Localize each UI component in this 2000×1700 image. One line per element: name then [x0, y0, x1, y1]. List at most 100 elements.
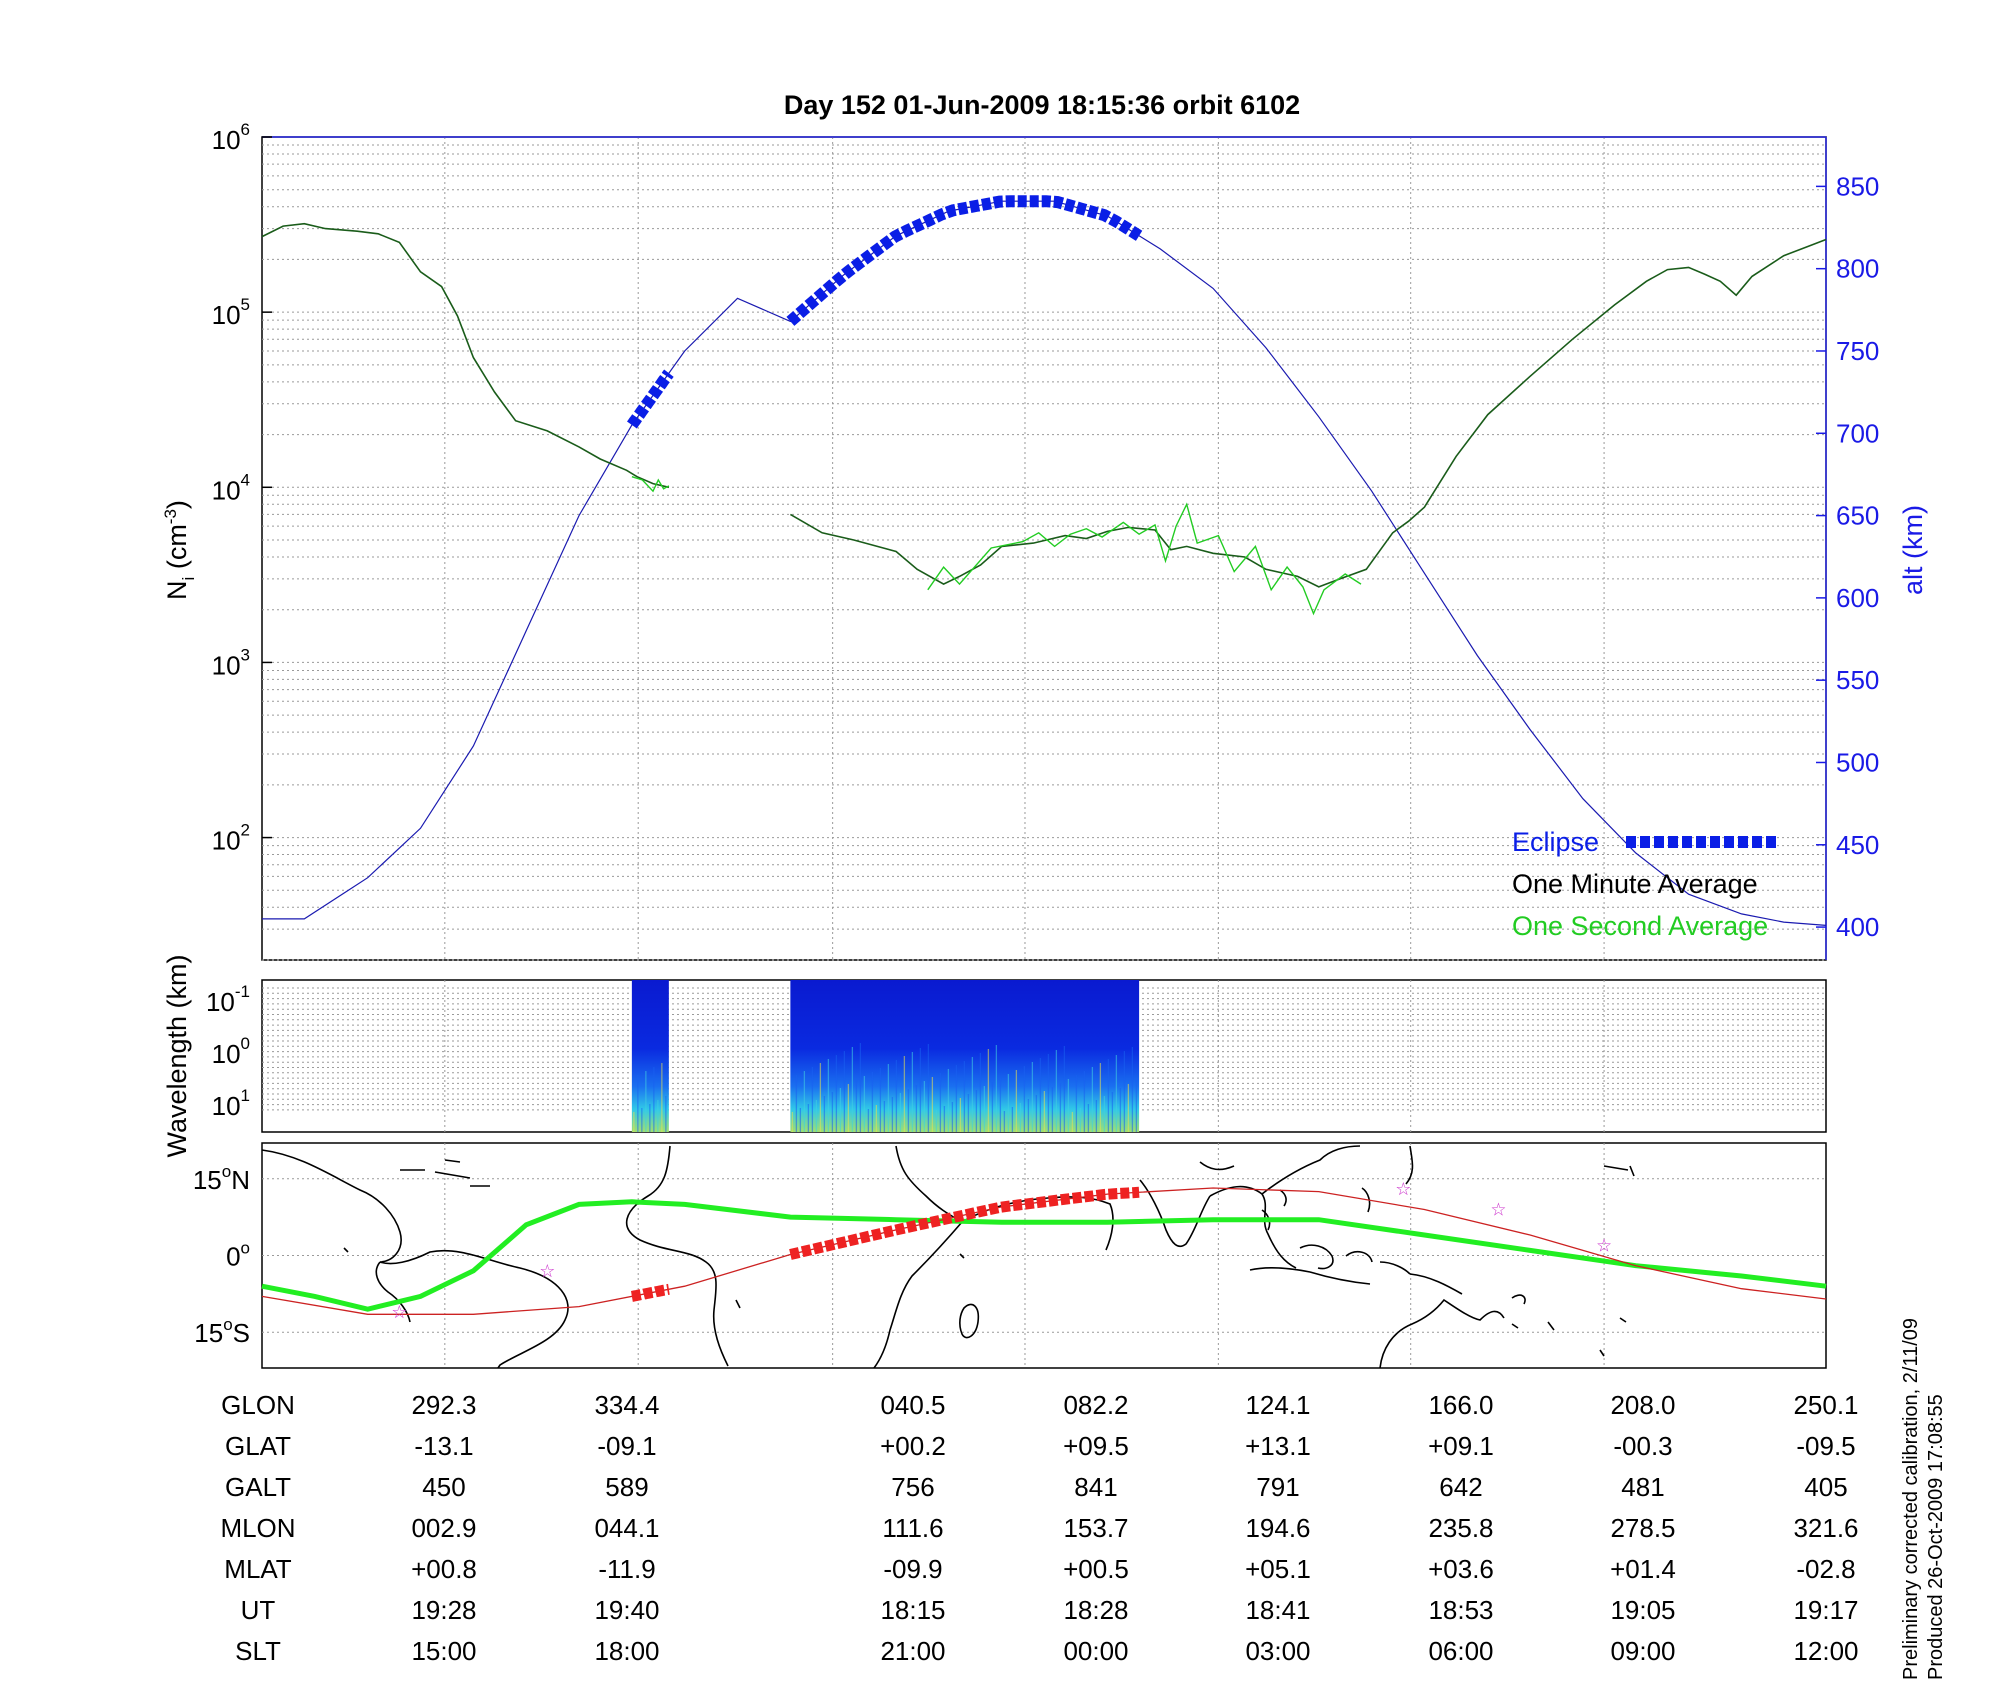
table-cell: 19:40	[594, 1595, 659, 1625]
table-row-label: MLAT	[224, 1554, 292, 1584]
legend-one-minute-label: One Minute Average	[1512, 869, 1758, 899]
table-cell: 18:41	[1245, 1595, 1310, 1625]
table-cell: 044.1	[594, 1513, 659, 1543]
one-second-average-line	[631, 476, 670, 493]
map-panel: ☆ ☆ ☆ ☆ ☆ 15oN 0o 15oS	[193, 1142, 1827, 1369]
coastlines	[261, 1145, 1635, 1369]
table-cell: +00.2	[880, 1431, 946, 1461]
table-cell: 18:28	[1063, 1595, 1128, 1625]
right-tick-label: 800	[1836, 254, 1879, 284]
density-series	[261, 195, 1827, 926]
right-tick-label: 850	[1836, 171, 1879, 201]
table-cell: 18:15	[880, 1595, 945, 1625]
coastline-africa-east	[873, 1145, 964, 1369]
table-cell: 208.0	[1610, 1390, 1675, 1420]
table-cell: -02.8	[1796, 1554, 1855, 1584]
star-marker: ☆	[391, 1302, 407, 1323]
table-cell: 19:17	[1793, 1595, 1858, 1625]
right-tick-label: 750	[1836, 336, 1879, 366]
table-row-label: MLON	[220, 1513, 295, 1543]
table-cell: 09:00	[1610, 1636, 1675, 1666]
left-tick-label: 103	[212, 645, 250, 680]
right-tick-label: 550	[1836, 665, 1879, 695]
right-axis-ticks: 400 450 500 550 600 650 700 750 800 850	[1816, 171, 1879, 942]
table-cell: 250.1	[1793, 1390, 1858, 1420]
table-cell: 002.9	[411, 1513, 476, 1543]
table-cell: 18:00	[594, 1636, 659, 1666]
wavelength-tick-label: 100	[212, 1034, 250, 1069]
one-second-average-line	[927, 502, 1362, 616]
map-tick-label: 0o	[226, 1239, 250, 1272]
table-cell: 450	[422, 1472, 465, 1502]
coastline-caribbean	[400, 1159, 490, 1187]
star-marker: ☆	[539, 1261, 555, 1282]
table-cell: 235.8	[1428, 1513, 1493, 1543]
table-cell: -13.1	[414, 1431, 473, 1461]
right-tick-label: 500	[1836, 747, 1879, 777]
legend-eclipse-label: Eclipse	[1512, 827, 1599, 857]
table-cell: 405	[1804, 1472, 1847, 1502]
right-tick-label: 700	[1836, 418, 1879, 448]
table-cell: 21:00	[880, 1636, 945, 1666]
table-cell: 111.6	[882, 1513, 943, 1543]
table-cell: +05.1	[1245, 1554, 1311, 1584]
coastline-japan	[1405, 1145, 1414, 1185]
table-cell: 481	[1621, 1472, 1664, 1502]
table-cell: -00.3	[1613, 1431, 1672, 1461]
table-cell: 12:00	[1793, 1636, 1858, 1666]
note-produced: Produced 26-Oct-2009 17:08:55	[1925, 1394, 1947, 1680]
table-cell: +01.4	[1610, 1554, 1676, 1584]
coastline-south-america-west	[375, 1261, 411, 1323]
legend-one-second-label: One Second Average	[1512, 911, 1768, 941]
table-cell: -09.1	[597, 1431, 656, 1461]
left-axis-ticks: 102 103 104 105 106	[212, 120, 272, 856]
table-cell: 166.0	[1428, 1390, 1493, 1420]
star-marker: ☆	[1490, 1199, 1506, 1220]
map-tick-label: 15oS	[194, 1315, 250, 1348]
table-row-label: GLAT	[225, 1431, 291, 1461]
coastline-south-america-east	[379, 1249, 569, 1369]
left-axis-label-unit-close: )	[162, 500, 192, 509]
table-cell: 589	[605, 1472, 648, 1502]
wavelength-axis-ticks: 10-1 100 101	[206, 982, 250, 1121]
coastline-atlantic-islands	[343, 1247, 965, 1309]
density-grid	[262, 136, 1826, 961]
left-tick-label: 106	[212, 120, 250, 155]
left-axis-label-unit-sup: -3	[161, 509, 180, 524]
map-tracks: ☆ ☆ ☆ ☆ ☆	[261, 1179, 1827, 1323]
table-cell: 334.4	[594, 1390, 659, 1420]
left-axis-label-unit-open: (cm	[162, 524, 192, 576]
table-cell: 15:00	[411, 1636, 476, 1666]
table-cell: +09.5	[1063, 1431, 1129, 1461]
table-cell: -11.9	[598, 1554, 655, 1584]
map-tick-label: 15oN	[193, 1162, 250, 1195]
table-cell: 153.7	[1063, 1513, 1128, 1543]
table-cell: 124.1	[1245, 1390, 1310, 1420]
table-cell: 278.5	[1610, 1513, 1675, 1543]
coastline-madagascar	[959, 1303, 980, 1339]
table-row-label: UT	[241, 1595, 276, 1625]
eclipse-segment	[626, 369, 674, 429]
one-minute-average-line	[789, 238, 1827, 588]
wavelength-tick-label: 10-1	[206, 982, 250, 1017]
table-cell: 791	[1256, 1472, 1299, 1502]
table-cell: -09.5	[1796, 1431, 1855, 1461]
table-cell: -09.9	[883, 1554, 942, 1584]
legend: Eclipse One Minute Average One Second Av…	[1512, 827, 1778, 941]
coastline-pacific-islands	[1511, 1165, 1635, 1357]
wavelength-spectrogram	[631, 980, 1140, 1132]
table-cell: 321.6	[1793, 1513, 1858, 1543]
table-cell: 19:28	[411, 1595, 476, 1625]
left-axis-label: Ni (cm-3)	[161, 500, 198, 600]
coastline-americas-north	[261, 1149, 402, 1263]
table-cell: +09.1	[1428, 1431, 1494, 1461]
eclipse-segment	[786, 195, 1143, 326]
map-grid	[262, 1143, 1826, 1368]
coastline-australia	[1379, 1298, 1505, 1369]
map-axis-ticks: 15oN 0o 15oS	[193, 1162, 250, 1348]
table-cell: 19:05	[1610, 1595, 1675, 1625]
right-tick-label: 450	[1836, 830, 1879, 860]
left-tick-label: 102	[212, 821, 250, 856]
right-tick-label: 400	[1836, 912, 1879, 942]
